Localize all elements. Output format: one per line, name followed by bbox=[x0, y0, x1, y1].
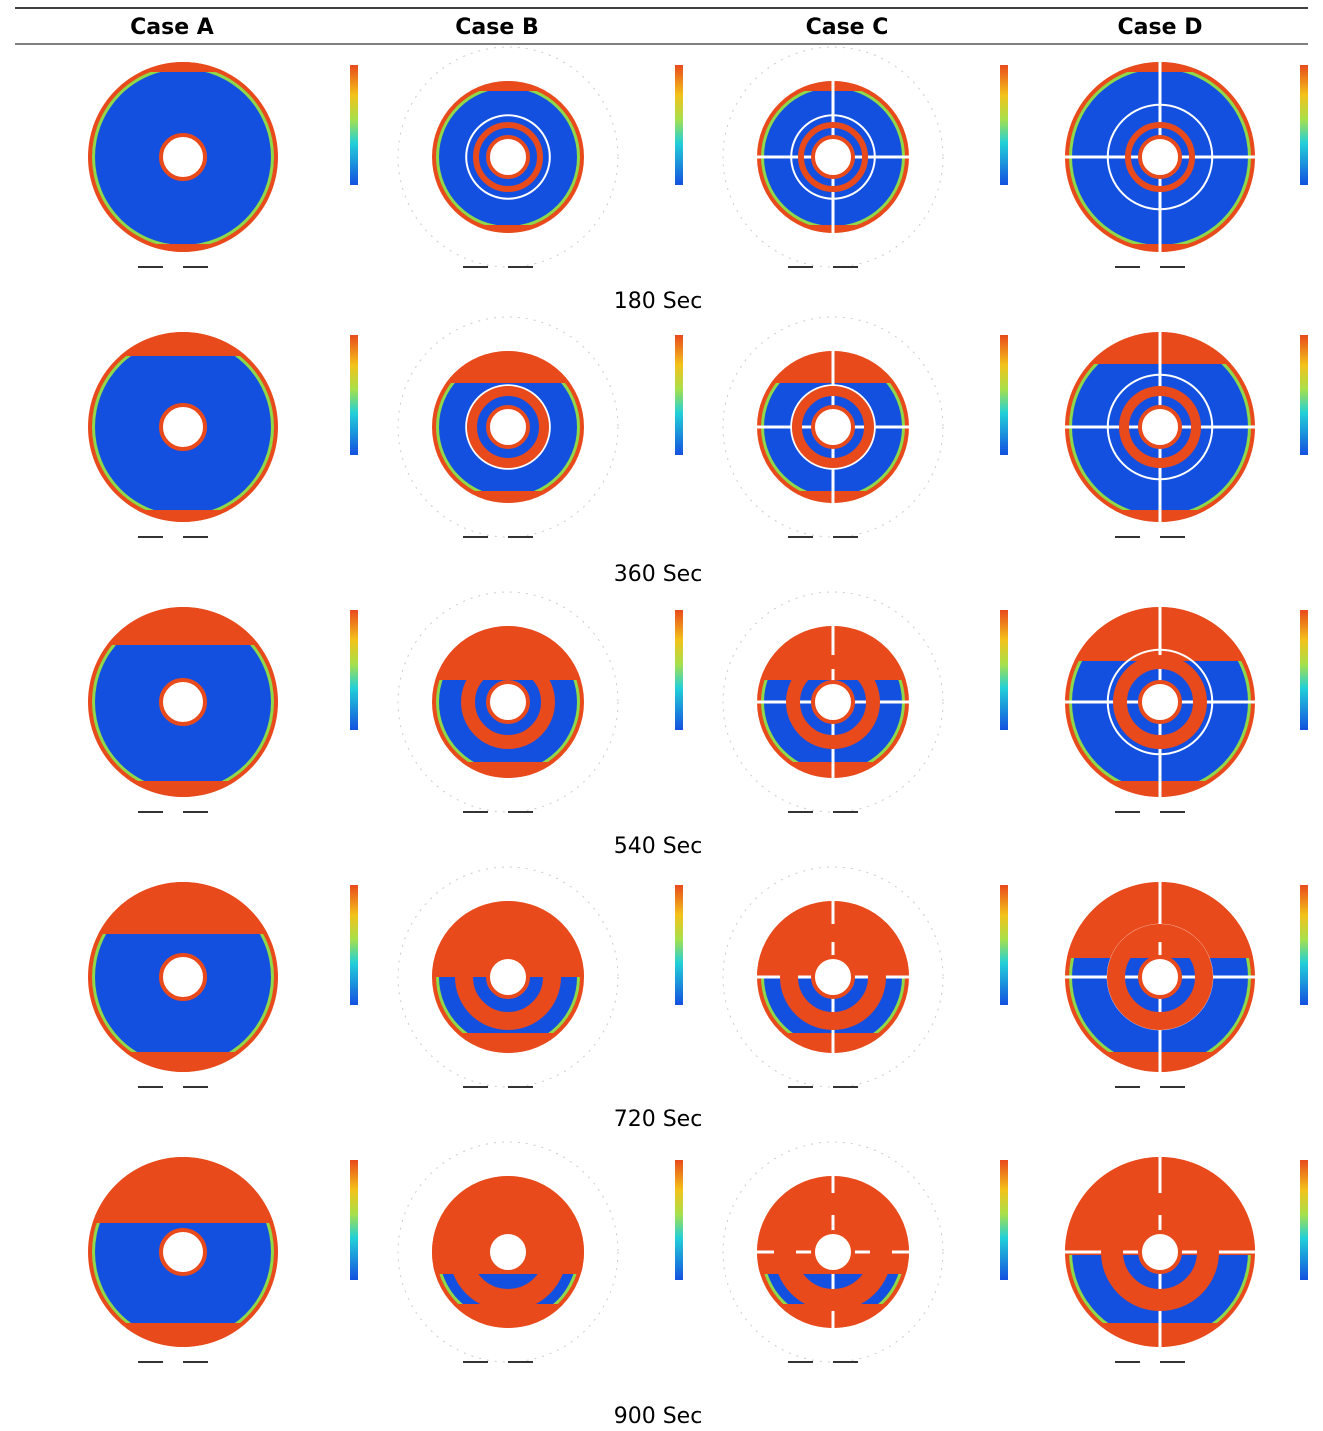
melt-bottom bbox=[432, 491, 584, 503]
contour-image bbox=[88, 1157, 358, 1362]
column-header: Case D bbox=[1118, 15, 1203, 40]
colorbar bbox=[675, 610, 683, 730]
htf-tube bbox=[813, 407, 853, 447]
contour-image bbox=[398, 1142, 683, 1362]
contour-image bbox=[398, 317, 683, 537]
contour-image bbox=[1065, 607, 1308, 812]
contour-image bbox=[723, 592, 1008, 812]
htf-tube bbox=[813, 137, 853, 177]
contour-image bbox=[1065, 1157, 1308, 1362]
contour-image bbox=[88, 607, 358, 812]
colorbar bbox=[1300, 610, 1308, 730]
htf-tube bbox=[161, 1230, 205, 1274]
htf-tube bbox=[488, 137, 528, 177]
contour-image bbox=[88, 332, 358, 537]
time-label: 540 Sec bbox=[614, 834, 703, 859]
contour-image bbox=[88, 882, 358, 1087]
figure: Case A Case B Case C Case D 180 Sec 360 Sec 54… bbox=[0, 0, 1323, 1431]
colorbar bbox=[1000, 885, 1008, 1005]
contour-image bbox=[398, 867, 683, 1087]
htf-tube bbox=[1140, 137, 1180, 177]
colorbar bbox=[675, 65, 683, 185]
colorbar bbox=[1300, 335, 1308, 455]
melt-bottom bbox=[432, 762, 584, 778]
melt-bottom bbox=[88, 781, 278, 797]
colorbar bbox=[350, 335, 358, 455]
melt-bottom bbox=[432, 225, 584, 233]
colorbar bbox=[1300, 65, 1308, 185]
colorbar bbox=[1300, 1160, 1308, 1280]
colorbar bbox=[1000, 65, 1008, 185]
contour-image bbox=[88, 62, 358, 267]
time-label: 720 Sec bbox=[614, 1107, 703, 1132]
melt-top bbox=[88, 332, 278, 356]
contour-image bbox=[398, 592, 683, 812]
melt-top bbox=[88, 882, 278, 934]
contour-image bbox=[723, 47, 1008, 267]
colorbar bbox=[1000, 1160, 1008, 1280]
melt-bottom bbox=[88, 510, 278, 522]
colorbar bbox=[675, 885, 683, 1005]
column-header: Case A bbox=[130, 15, 214, 40]
colorbar bbox=[1000, 610, 1008, 730]
contour-image bbox=[723, 867, 1008, 1087]
contour-image bbox=[1065, 62, 1308, 267]
contour-image bbox=[1065, 882, 1308, 1087]
colorbar bbox=[1300, 885, 1308, 1005]
htf-tube bbox=[1140, 682, 1180, 722]
time-label: 180 Sec bbox=[614, 289, 703, 314]
melt-bottom bbox=[432, 1033, 584, 1053]
contour-image bbox=[398, 47, 683, 267]
melt-top bbox=[432, 81, 584, 91]
htf-tube bbox=[813, 957, 853, 997]
melt-bottom bbox=[88, 1052, 278, 1072]
melt-top bbox=[432, 351, 584, 383]
melt-bottom bbox=[88, 1323, 278, 1347]
htf-tube bbox=[161, 680, 205, 724]
colorbar bbox=[350, 65, 358, 185]
htf-tube bbox=[1140, 407, 1180, 447]
melt-bottom bbox=[88, 244, 278, 252]
htf-tube bbox=[1140, 957, 1180, 997]
colorbar bbox=[350, 885, 358, 1005]
melt-top bbox=[432, 626, 584, 680]
melt-top bbox=[88, 62, 278, 72]
column-header: Case B bbox=[455, 15, 538, 40]
contour-image bbox=[723, 1142, 1008, 1362]
time-label: 360 Sec bbox=[614, 562, 703, 587]
htf-tube bbox=[1140, 1232, 1180, 1272]
contour-image bbox=[1065, 332, 1308, 537]
contour-image bbox=[723, 317, 1008, 537]
colorbar bbox=[350, 1160, 358, 1280]
colorbar bbox=[675, 1160, 683, 1280]
colorbar bbox=[1000, 335, 1008, 455]
htf-tube bbox=[161, 955, 205, 999]
htf-tube bbox=[488, 407, 528, 447]
htf-tube bbox=[488, 1232, 528, 1272]
colorbar bbox=[675, 335, 683, 455]
htf-tube bbox=[488, 682, 528, 722]
column-header: Case C bbox=[806, 15, 889, 40]
colorbar bbox=[350, 610, 358, 730]
time-label: 900 Sec bbox=[614, 1404, 703, 1429]
htf-tube bbox=[813, 682, 853, 722]
htf-tube bbox=[813, 1232, 853, 1272]
htf-tube bbox=[161, 135, 205, 179]
melt-top bbox=[88, 1157, 278, 1223]
htf-tube bbox=[488, 957, 528, 997]
melt-top bbox=[88, 607, 278, 645]
htf-tube bbox=[161, 405, 205, 449]
